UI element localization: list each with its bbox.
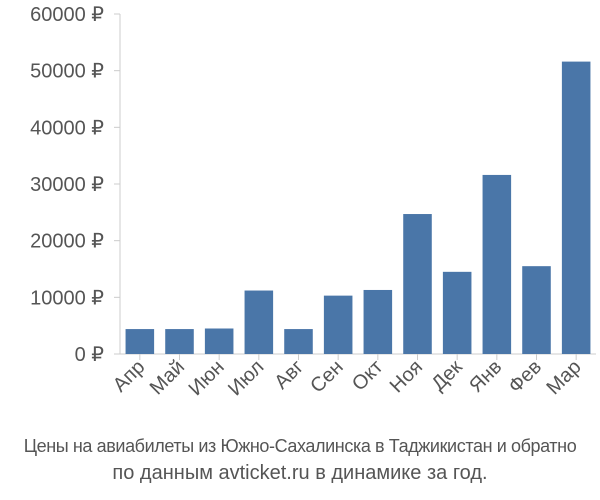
y-tick-labels: 0 ₽ 10000 ₽ 20000 ₽ 30000 ₽ 40000 ₽ 50000 ₽ 60…	[30, 4, 104, 366]
bar	[125, 329, 155, 354]
x-tick-label: Июн	[185, 356, 229, 400]
chart-caption-line-2: по данным avticket.ru в динамике за год.	[112, 462, 488, 484]
bar	[403, 214, 432, 354]
axes	[114, 13, 596, 360]
x-tick-label: Мар	[542, 356, 585, 399]
x-tick-label: Ноя	[386, 356, 427, 397]
bar	[482, 174, 512, 354]
y-tick-label: 40000 ₽	[30, 117, 104, 139]
bar	[244, 290, 274, 354]
x-tick-label: Авг	[270, 356, 308, 394]
x-tick-label: Сен	[306, 356, 347, 397]
y-tick-label: 0 ₽	[75, 344, 105, 366]
x-tick-label: Янв	[465, 356, 506, 397]
bar	[204, 328, 234, 354]
chart-caption-line-1: Цены на авиабилеты из Южно-Сахалинска в …	[23, 436, 577, 456]
bar	[442, 271, 472, 354]
x-tick-label: Май	[146, 356, 189, 399]
bars	[125, 61, 591, 354]
y-tick-label: 10000 ₽	[30, 287, 104, 309]
bar	[522, 266, 551, 354]
x-tick-label: Июл	[224, 356, 268, 400]
y-tick-label: 20000 ₽	[30, 231, 104, 253]
bar	[323, 295, 353, 354]
x-tick-label: Дек	[428, 356, 467, 395]
bar	[561, 61, 591, 354]
x-tick-label: Апр	[109, 356, 150, 397]
y-tick-label: 50000 ₽	[30, 61, 104, 83]
x-tick-label: Фев	[504, 356, 546, 398]
x-tick-label: Окт	[348, 356, 387, 395]
bar	[284, 329, 313, 354]
bar	[165, 329, 194, 354]
y-tick-label: 60000 ₽	[30, 4, 104, 26]
bar	[363, 289, 393, 354]
y-tick-label: 30000 ₽	[30, 174, 104, 196]
